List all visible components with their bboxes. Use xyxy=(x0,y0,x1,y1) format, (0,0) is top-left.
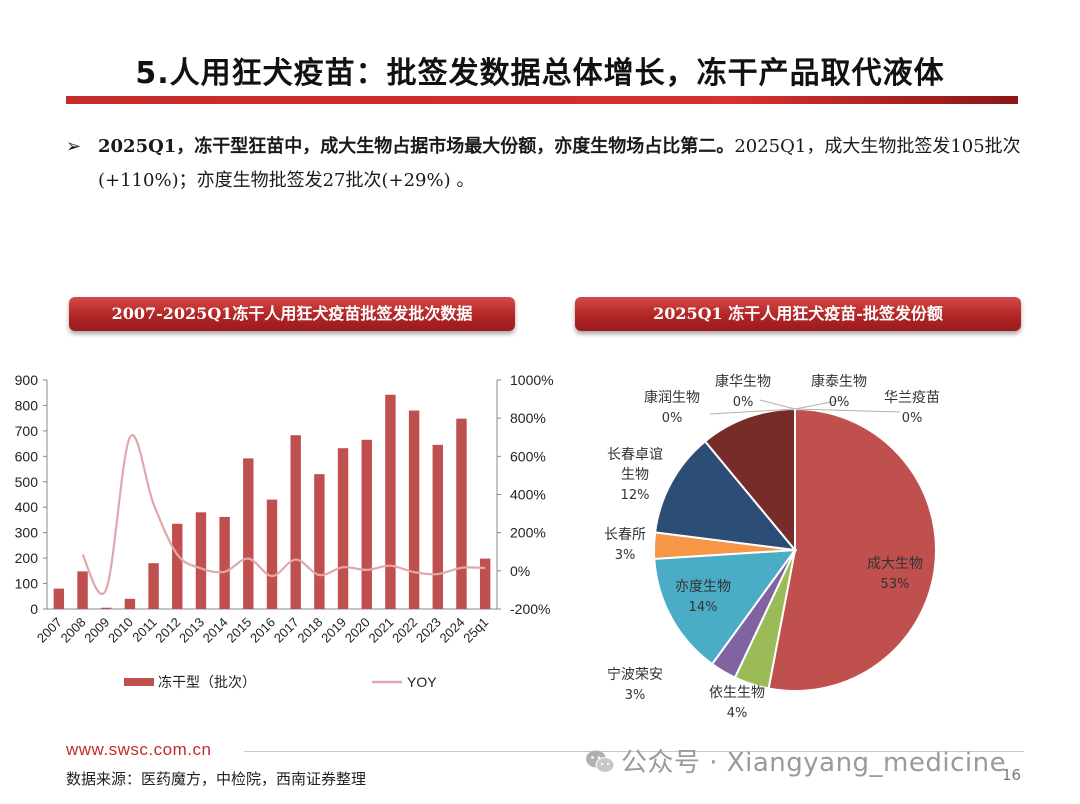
x-tick-label: 2019 xyxy=(318,615,349,646)
bar-2018 xyxy=(314,474,325,609)
right-panel-title: 2025Q1 冻干人用狂犬疫苗-批签发份额 xyxy=(575,297,1021,331)
bar-2008 xyxy=(77,571,88,609)
x-tick-label: 25q1 xyxy=(460,615,491,646)
bullet-normal-text: 2025Q1，成大生物批签发105批次(+110%)；亦度生物批签发27批次(+… xyxy=(98,136,1021,191)
left-tick-label: 700 xyxy=(15,423,39,439)
pie-slice-5 xyxy=(653,439,798,552)
bar-2023 xyxy=(432,444,443,609)
bar-2019 xyxy=(337,448,349,609)
x-tick-label: 2014 xyxy=(200,615,231,646)
x-tick-label: 2007 xyxy=(34,615,65,646)
bar-2021 xyxy=(385,394,396,609)
left-tick-label: 0 xyxy=(30,601,38,617)
bar-2016 xyxy=(266,499,278,609)
bar-2010 xyxy=(124,598,136,609)
pie-chart: 成大生物 53% 依生生物 4% 宁波荣安 3% 亦度生物 14% 长春所 3% 长春卓谊生物 12%… xyxy=(604,373,940,721)
bar-2017 xyxy=(290,435,301,609)
right-tick-label: -200% xyxy=(510,601,550,617)
x-tick-label: 2016 xyxy=(247,615,278,646)
left-tick-label: 900 xyxy=(15,372,39,388)
bar-2012 xyxy=(172,523,183,609)
wechat-icon xyxy=(586,750,615,773)
pie-label-9: 康泰生物 0% xyxy=(811,373,867,410)
x-tick-label: 2023 xyxy=(413,615,444,646)
left-tick-label: 300 xyxy=(15,525,39,541)
pie-label-10: 华兰疫苗 0% xyxy=(884,390,940,426)
pie-label-8: 康华生物 0% xyxy=(715,373,771,410)
right-tick-label: 400% xyxy=(510,487,546,503)
x-tick-label: 2011 xyxy=(129,615,159,645)
title-underline xyxy=(66,96,1018,104)
arrow-bullet-icon: ➢ xyxy=(66,136,82,157)
leader-line xyxy=(794,408,901,413)
x-tick-label: 2022 xyxy=(389,615,420,646)
footer-url[interactable]: www.swsc.com.cn xyxy=(66,740,212,759)
pie-label-4: 长春所 3% xyxy=(604,527,646,563)
x-tick-label: 2024 xyxy=(437,615,468,646)
pie-label-0: 成大生物 53% xyxy=(867,556,923,592)
pie-label-5: 长春卓谊生物 12% xyxy=(607,447,663,503)
bar-2022 xyxy=(408,410,420,609)
legend-bar-label: 冻干型（批次） xyxy=(158,674,256,691)
watermark-text: 公众号 · Xiangyang_medicine xyxy=(621,748,1007,778)
x-tick-label: 2008 xyxy=(58,615,89,646)
bar-2014 xyxy=(219,516,230,609)
x-tick-label: 2018 xyxy=(294,615,325,646)
pie-label-7: 康润生物 0% xyxy=(644,389,700,426)
bar-2011 xyxy=(148,563,159,609)
pie-label-2: 宁波荣安 3% xyxy=(607,666,663,703)
right-tick-label: 800% xyxy=(510,410,546,426)
x-tick-label: 2017 xyxy=(271,615,302,646)
bar-line-chart: 0 100 200 300 400 500 600 700 800 900 -200% 0% 200% 4… xyxy=(15,372,554,691)
x-tick-label: 2013 xyxy=(176,615,207,646)
bar-2009 xyxy=(101,607,112,609)
x-tick-label: 2020 xyxy=(342,615,373,646)
pie-label-1: 依生生物 4% xyxy=(709,685,765,721)
pie-label-3: 亦度生物 14% xyxy=(675,579,731,615)
page-number: 16 xyxy=(1002,766,1022,784)
bar-2013 xyxy=(195,512,207,609)
left-tick-label: 100 xyxy=(15,576,39,592)
bar-2015 xyxy=(243,458,254,609)
x-tick-label: 2021 xyxy=(365,615,396,646)
left-tick-label: 200 xyxy=(15,550,39,566)
pie-slice-0 xyxy=(767,407,937,692)
footer-source: 数据来源：医药魔方，中检院，西南证券整理 xyxy=(66,770,367,788)
bar-2024 xyxy=(456,418,467,609)
yoy-line xyxy=(81,434,486,595)
slide-title: 5.人用狂犬疫苗：批签发数据总体增长，冻干产品取代液体 xyxy=(135,56,945,91)
x-tick-label: 2015 xyxy=(223,615,254,646)
bar-25q1 xyxy=(479,558,491,609)
bullet-point: ➢ 2025Q1，冻干型狂苗中，成大生物占据市场最大份额，亦度生物场占比第二。2… xyxy=(66,130,1026,198)
left-panel-title: 2007-2025Q1冻干人用狂犬疫苗批签发批次数据 xyxy=(69,297,515,331)
left-tick-label: 800 xyxy=(15,397,39,413)
x-tick-label: 2010 xyxy=(105,615,136,646)
pie-slice-3 xyxy=(653,548,798,666)
right-tick-label: 1000% xyxy=(510,372,554,388)
footer-divider xyxy=(244,751,1024,752)
legend-bar-swatch xyxy=(124,678,154,686)
right-tick-label: 600% xyxy=(510,448,546,464)
bar-2007 xyxy=(53,588,65,609)
bar-2020 xyxy=(361,439,372,609)
x-tick-label: 2009 xyxy=(81,615,112,646)
leader-line xyxy=(709,408,796,415)
left-tick-label: 500 xyxy=(15,474,39,490)
right-tick-label: 200% xyxy=(510,525,546,541)
legend-line-label: YOY xyxy=(407,674,437,690)
bullet-bold-text: 2025Q1，冻干型狂苗中，成大生物占据市场最大份额，亦度生物场占比第二。 xyxy=(98,136,735,157)
right-tick-label: 0% xyxy=(510,563,530,579)
left-tick-label: 400 xyxy=(15,499,39,515)
x-tick-label: 2012 xyxy=(152,615,183,646)
leader-line xyxy=(759,399,796,410)
left-tick-label: 600 xyxy=(15,448,39,464)
watermark: 公众号 · Xiangyang_medicine xyxy=(585,742,1006,779)
leader-line xyxy=(794,399,843,410)
